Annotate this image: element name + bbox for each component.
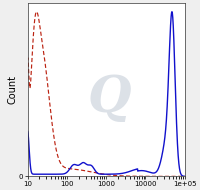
Y-axis label: Count: Count (7, 75, 17, 105)
Text: Q: Q (88, 74, 131, 123)
